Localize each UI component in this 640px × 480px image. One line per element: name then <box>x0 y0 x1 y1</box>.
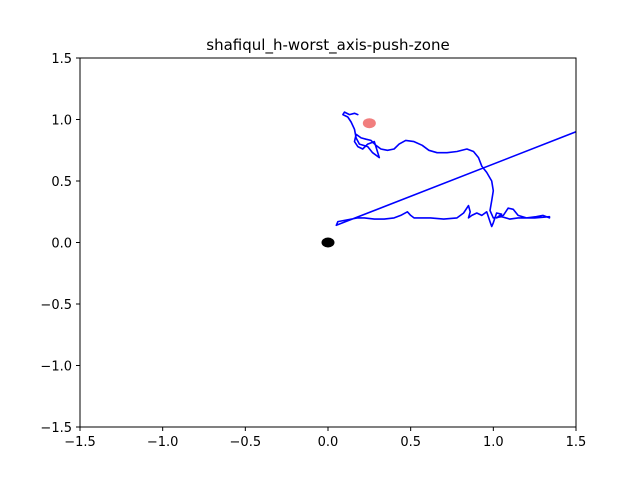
y-axis: −1.5 −1.0 −0.5 0.0 0.5 1.0 1.5 <box>40 52 80 436</box>
target-marker <box>362 118 376 129</box>
x-tick-label: −1.5 <box>64 435 96 450</box>
y-tick-label: 0.5 <box>51 175 72 190</box>
trajectory-line-0 <box>335 111 576 228</box>
y-tick-label: −1.5 <box>40 421 72 436</box>
x-tick-label: 0.5 <box>400 435 421 450</box>
origin-marker <box>321 237 335 248</box>
x-tick-label: 1.0 <box>483 435 504 450</box>
y-tick-label: 1.5 <box>51 52 72 67</box>
plot-area <box>321 111 576 248</box>
x-axis: −1.5 −1.0 −0.5 0.0 0.5 1.0 1.5 <box>64 427 586 450</box>
y-tick-label: 1.0 <box>51 114 72 129</box>
chart-title: shafiqul_h-worst_axis-push-zone <box>206 36 449 55</box>
y-tick-label: 0.0 <box>51 237 72 252</box>
y-tick-label: −0.5 <box>40 298 72 313</box>
x-tick-label: −0.5 <box>230 435 262 450</box>
x-tick-label: −1.0 <box>147 435 179 450</box>
x-tick-label: 1.5 <box>566 435 587 450</box>
y-tick-label: −1.0 <box>40 360 72 375</box>
x-tick-label: 0.0 <box>318 435 339 450</box>
